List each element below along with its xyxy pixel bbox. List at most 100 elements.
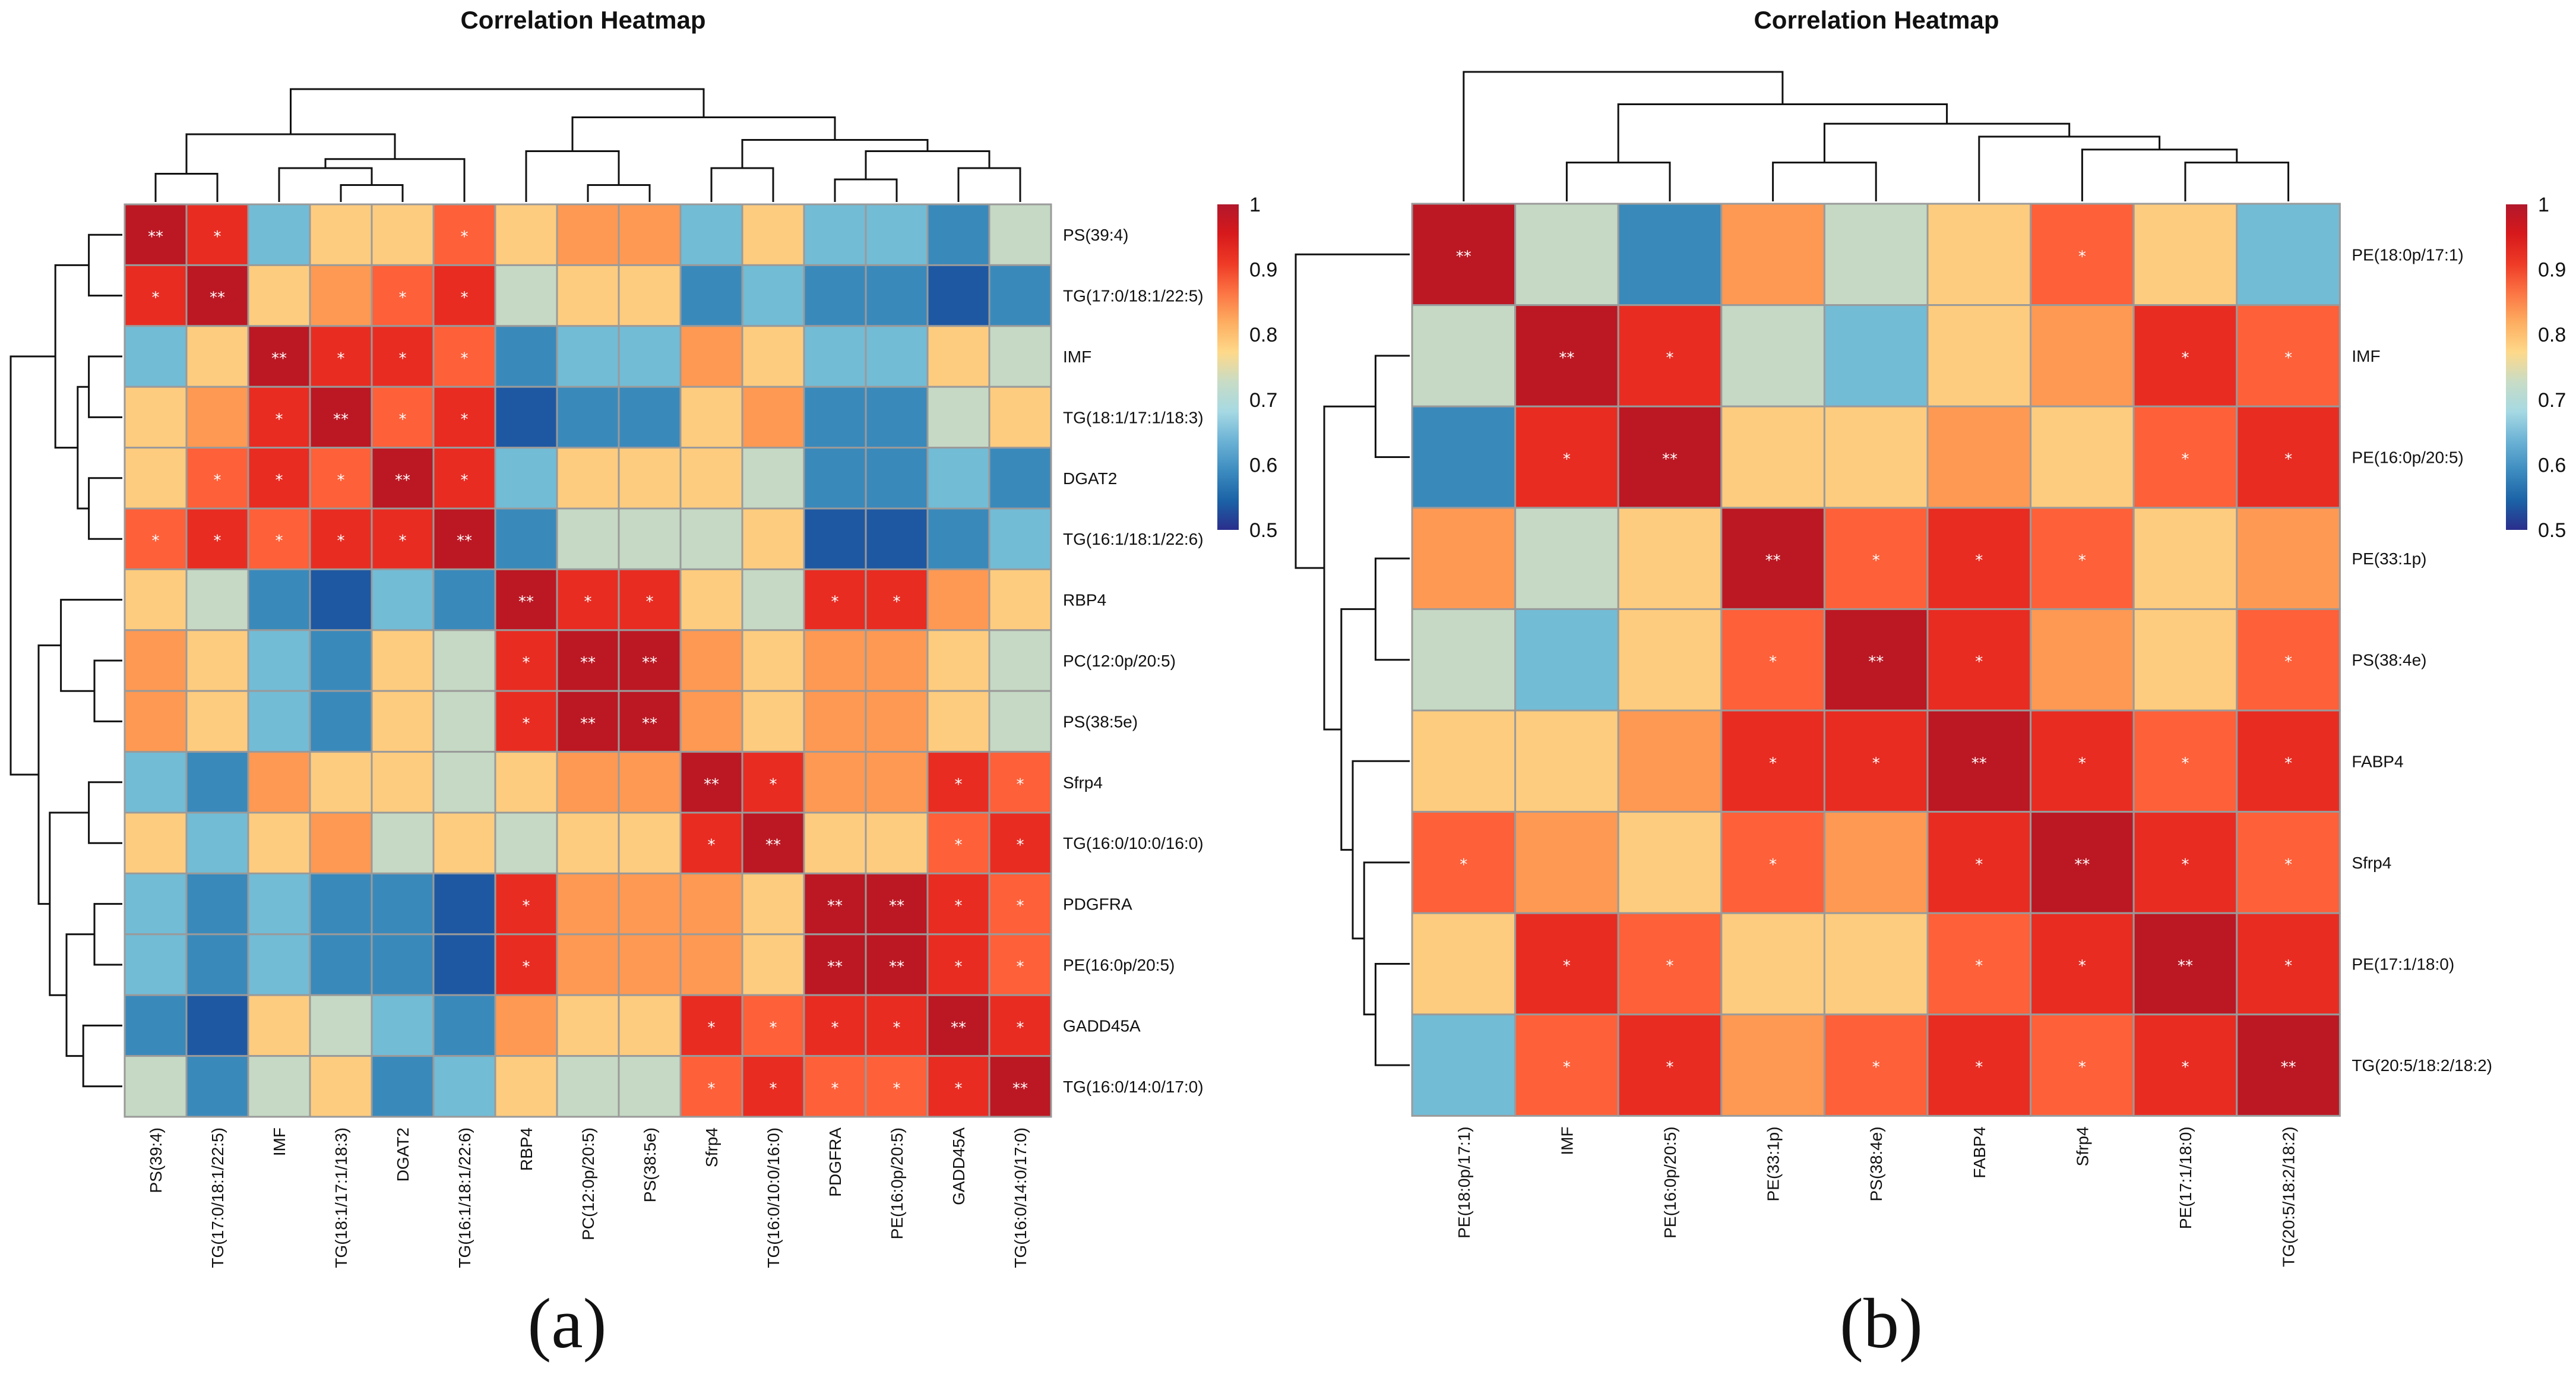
heatmap-cell [865,507,929,570]
heatmap-cell [309,629,373,692]
row-label: PE(17:1/18:0) [2352,955,2454,974]
heatmap-cell [247,872,311,936]
colorbar-tick-label: 0.6 [2538,454,2566,476]
heatmap-cell [2132,507,2238,610]
column-dendrogram-branch [957,167,1021,202]
heatmap-cell [185,872,249,936]
column-dendrogram [1463,71,2290,201]
heatmap-cell [1823,405,1929,509]
colorbar-tick-label: 0.5 [2538,519,2566,542]
heatmap-cell [309,933,373,996]
significance-mark: ** [1765,552,1781,570]
heatmap-cell [247,325,311,388]
heatmap-cell [494,568,558,631]
significance-mark: * [1872,754,1880,772]
row-dendrogram-branch [93,903,122,966]
heatmap-cell [2236,405,2341,509]
colorbar: 1 0.9 0.8 0.7 0.6 0.5 [2506,194,2566,542]
column-label: FABP4 [1970,1126,1989,1178]
heatmap-panel-b: Correlation Heatmap** *** * * ** ** * *** * * ** **… [1295,6,2566,1363]
column-label: GADD45A [950,1127,968,1205]
heatmap-cell [124,872,188,936]
column-dendrogram-branch [1617,103,1948,163]
row-label: PS(39:4) [1063,226,1129,244]
heatmap-cell [803,203,867,266]
heatmap-cell [2030,405,2135,509]
significance-mark: ** [395,472,410,489]
heatmap-cell [1823,811,1929,914]
heatmap-cell [247,994,311,1057]
heatmap-cell [371,933,435,996]
heatmap-cell [2030,608,2135,712]
heatmap-cell [2132,811,2238,914]
heatmap-cell [679,811,743,874]
heatmap-cell [618,872,682,936]
heatmap-cell [1926,811,2032,914]
significance-mark: * [1460,856,1467,874]
heatmap-cell [926,507,990,570]
row-label: TG(20:5/18:2/18:2) [2352,1056,2492,1075]
heatmap-cell [371,264,435,327]
significance-mark: * [1872,552,1880,570]
heatmap-cell [124,751,188,814]
significance-mark: ** [580,654,596,672]
heatmap-cell [185,568,249,631]
significance-mark: ** [1559,349,1574,367]
significance-mark: * [2284,754,2292,772]
column-dendrogram-branch [324,158,466,202]
row-dendrogram-branch [88,781,122,844]
significance-mark: * [276,410,283,428]
column-label: PE(17:1/18:0) [2176,1126,2195,1229]
heatmap-cell [371,203,435,266]
significance-mark: * [523,898,530,915]
row-label: IMF [1063,348,1091,366]
significance-mark: * [893,1019,901,1037]
heatmap-cell [926,629,990,692]
heatmap-cell [679,933,743,996]
heatmap-cell [865,751,929,814]
heatmap-cell [371,1055,435,1118]
heatmap-cell [1823,203,1929,307]
heatmap-cell [185,1055,249,1118]
column-label: IMF [1558,1126,1576,1155]
heatmap-cell [1617,507,1723,610]
row-label: FABP4 [2352,752,2403,770]
colorbar-tick-label: 0.7 [1249,389,1277,412]
heatmap-cell [124,568,188,631]
heatmap-cell [741,203,805,266]
heatmap-cell [803,629,867,692]
row-label: TG(16:0/10:0/16:0) [1063,834,1204,852]
significance-mark: * [1769,653,1777,671]
significance-mark: * [1017,958,1024,976]
heatmap-cell [494,933,558,996]
significance-mark: * [2078,1059,2086,1076]
heatmap-cell [2030,709,2135,813]
significance-mark: * [2078,958,2086,975]
heatmap-cell [803,325,867,388]
colorbar-tick-label: 1 [1249,194,1261,216]
heatmap-cell [988,325,1052,388]
column-dendrogram-branch [710,167,774,202]
heatmap-cell [1411,203,1517,307]
heatmap-cell [494,203,558,266]
heatmap-cell [741,386,805,449]
heatmap-cell [679,264,743,327]
heatmap-cell [741,447,805,510]
heatmap-cell [494,811,558,874]
significance-mark: * [399,289,407,307]
heatmap-cell [2030,1013,2135,1117]
heatmap-cell [618,1055,682,1118]
heatmap-cell [741,629,805,692]
heatmap-cell [124,447,188,510]
heatmap-cell [556,386,620,449]
significance-mark: ** [765,836,781,854]
significance-mark: ** [333,410,349,428]
row-dendrogram-branch [1295,253,1410,569]
heatmap-cell [1411,811,1517,914]
heatmap-cell [124,1055,188,1118]
significance-mark: ** [642,654,657,672]
colorbar-tick-label: 0.6 [1249,454,1277,476]
heatmap-cell [1617,709,1723,813]
row-dendrogram-branch [49,811,89,996]
heatmap-cell [309,1055,373,1118]
